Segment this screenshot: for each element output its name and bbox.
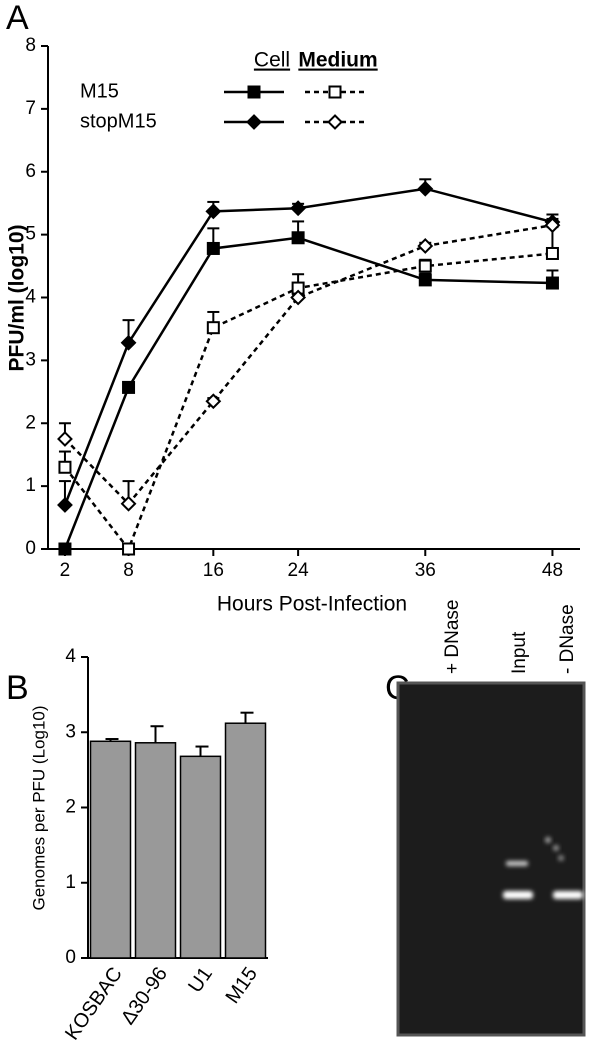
marker xyxy=(545,246,559,260)
marker xyxy=(58,542,72,556)
x-tick-label: M15 xyxy=(222,963,262,1007)
marker xyxy=(417,238,434,254)
y-tick-label: 0 xyxy=(25,538,36,559)
series-line xyxy=(64,223,553,506)
marker xyxy=(418,259,432,273)
x-tick-label: 8 xyxy=(123,560,134,581)
gel-band xyxy=(553,845,559,851)
x-tick-label: 24 xyxy=(288,560,310,581)
marker xyxy=(206,321,220,335)
gel xyxy=(396,681,586,1037)
bar xyxy=(89,740,132,959)
gel-band xyxy=(503,891,533,899)
y-tick-label: 3 xyxy=(25,349,36,370)
legend-marker xyxy=(246,114,262,130)
marker xyxy=(205,393,222,410)
marker xyxy=(57,431,73,447)
legend-label: stopM15 xyxy=(80,110,157,132)
y-tick-label: 3 xyxy=(65,721,76,742)
y-tick-label: 0 xyxy=(65,947,76,968)
lane-label: + DNase xyxy=(442,600,463,674)
y-tick-label: 4 xyxy=(65,646,76,667)
x-tick-label: 36 xyxy=(415,560,436,581)
legend-header: Medium xyxy=(298,49,377,72)
series-line xyxy=(63,236,553,550)
y-tick-label: 1 xyxy=(25,475,36,496)
gel-band xyxy=(545,837,551,843)
y-tick-label: 5 xyxy=(25,224,36,245)
x-tick-label: 16 xyxy=(203,560,224,581)
x-axis-label: Hours Post-Infection xyxy=(217,593,407,616)
x-tick-label: 48 xyxy=(542,560,563,581)
marker xyxy=(290,200,307,217)
panel-label: B xyxy=(6,669,29,707)
bar xyxy=(224,722,267,959)
y-axis-label: PFU/ml (log10) xyxy=(6,224,29,371)
legend-label: M15 xyxy=(80,80,119,102)
marker xyxy=(291,231,305,245)
bar xyxy=(134,742,177,959)
y-tick-label: 6 xyxy=(25,161,36,182)
x-tick-label: KOSBAC xyxy=(61,963,127,1044)
y-tick-label: 2 xyxy=(65,797,76,818)
lane-label: Input xyxy=(509,631,530,674)
gel-band xyxy=(558,855,564,861)
marker xyxy=(417,180,434,197)
series-line xyxy=(63,252,553,552)
marker xyxy=(545,276,559,290)
y-tick-label: 1 xyxy=(65,872,76,893)
legend-header: Cell xyxy=(254,49,290,72)
legend-marker xyxy=(247,85,261,99)
y-axis-label: Genomes per PFU (Log10) xyxy=(29,705,48,910)
lane-label: - DNase xyxy=(557,604,578,674)
marker xyxy=(290,289,307,306)
y-tick-label: 7 xyxy=(25,98,36,119)
series-line xyxy=(63,187,553,506)
marker xyxy=(122,542,136,556)
x-tick-label: Δ30-96 xyxy=(117,963,172,1028)
marker xyxy=(120,495,137,512)
y-tick-label: 4 xyxy=(25,287,36,308)
marker xyxy=(122,380,136,394)
legend-marker xyxy=(327,114,343,130)
marker xyxy=(544,217,561,234)
marker xyxy=(57,497,73,513)
panel-label: A xyxy=(6,0,29,37)
gel-band xyxy=(553,891,583,899)
marker xyxy=(418,273,432,287)
x-tick-label: 2 xyxy=(60,560,71,581)
marker xyxy=(206,241,220,255)
gel-band xyxy=(506,861,528,866)
bar xyxy=(179,755,222,959)
marker xyxy=(205,203,222,220)
y-tick-label: 8 xyxy=(25,35,36,56)
marker xyxy=(120,334,137,351)
legend-marker xyxy=(328,85,342,99)
y-tick-label: 2 xyxy=(25,412,36,433)
marker xyxy=(58,460,72,474)
x-tick-label: U1 xyxy=(184,963,217,997)
